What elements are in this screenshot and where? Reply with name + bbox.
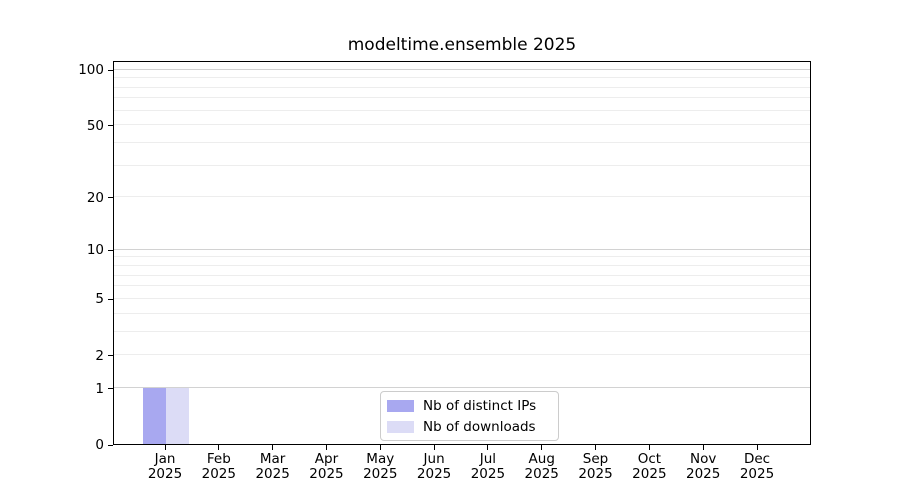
y-tick-label: 100 [78, 62, 104, 79]
y-gridline-minor [114, 196, 810, 198]
y-tick-label: 10 [86, 242, 104, 259]
bar-downloads [166, 387, 189, 444]
y-gridline-minor [114, 265, 810, 267]
x-tick-label: Dec 2025 [739, 451, 775, 482]
y-tick-label: 20 [86, 189, 104, 206]
y-gridline-minor [114, 77, 810, 79]
y-tick-mark [108, 444, 113, 446]
x-tick-mark [756, 445, 758, 450]
y-gridline-minor [114, 312, 810, 314]
x-tick-mark [218, 445, 220, 450]
y-gridline-minor [114, 354, 810, 356]
y-tick-mark [108, 249, 113, 251]
y-gridline-minor [114, 97, 810, 99]
x-tick-label: Mar 2025 [255, 451, 290, 482]
legend: Nb of distinct IPs Nb of downloads [380, 391, 559, 441]
y-tick-label: 1 [95, 380, 104, 397]
x-tick-label: Apr 2025 [309, 451, 344, 482]
x-tick-mark [648, 445, 650, 450]
x-tick-mark [272, 445, 274, 450]
y-tick-mark [108, 298, 113, 300]
y-gridline-major [114, 387, 810, 389]
x-tick-label: Jun 2025 [416, 451, 452, 482]
legend-item-distinct-ips: Nb of distinct IPs [387, 397, 550, 414]
x-tick-mark [433, 445, 435, 450]
y-tick-label: 50 [86, 117, 104, 134]
x-tick-label: Jan 2025 [147, 451, 183, 482]
x-tick-label: Oct 2025 [632, 451, 667, 482]
x-tick-label: Aug 2025 [524, 451, 559, 482]
y-gridline-minor [114, 124, 810, 126]
y-gridline-minor [114, 86, 810, 88]
x-tick-mark [487, 445, 489, 450]
y-tick-mark [108, 355, 113, 357]
legend-swatch-distinct-ips-icon [387, 399, 414, 412]
y-gridline-major [114, 68, 810, 70]
y-tick-mark [108, 388, 113, 390]
x-tick-mark [541, 445, 543, 450]
bar-distinct-ips [143, 387, 166, 444]
y-gridline-minor [114, 330, 810, 332]
y-tick-label: 0 [95, 437, 104, 453]
y-gridline-minor [114, 297, 810, 299]
y-gridline-minor [114, 285, 810, 287]
y-gridline-minor [114, 109, 810, 111]
x-tick-mark [164, 445, 166, 450]
legend-item-downloads: Nb of downloads [387, 418, 550, 435]
y-gridline-minor [114, 164, 810, 166]
plot-area: Nb of distinct IPs Nb of downloads [113, 61, 811, 445]
legend-label-downloads: Nb of downloads [423, 418, 536, 435]
y-tick-mark [108, 69, 113, 71]
x-tick-label: Sep 2025 [578, 451, 613, 482]
legend-swatch-downloads-icon [387, 420, 414, 433]
x-tick-mark [325, 445, 327, 450]
y-tick-mark [108, 125, 113, 127]
x-tick-mark [379, 445, 381, 450]
x-tick-label: Feb 2025 [201, 451, 236, 482]
x-tick-mark [595, 445, 597, 450]
y-gridline-major [114, 248, 810, 250]
y-gridline-minor [114, 274, 810, 276]
legend-label-distinct-ips: Nb of distinct IPs [423, 397, 537, 414]
y-tick-label: 2 [95, 347, 104, 364]
chart-title: modeltime.ensemble 2025 [347, 35, 577, 55]
x-tick-label: May 2025 [363, 451, 398, 482]
x-tick-label: Jul 2025 [470, 451, 506, 482]
y-gridline-minor [114, 141, 810, 143]
y-tick-label: 5 [95, 291, 104, 308]
x-tick-mark [702, 445, 704, 450]
y-tick-mark [108, 197, 113, 199]
y-gridline-minor [114, 256, 810, 258]
x-tick-label: Nov 2025 [685, 451, 721, 482]
